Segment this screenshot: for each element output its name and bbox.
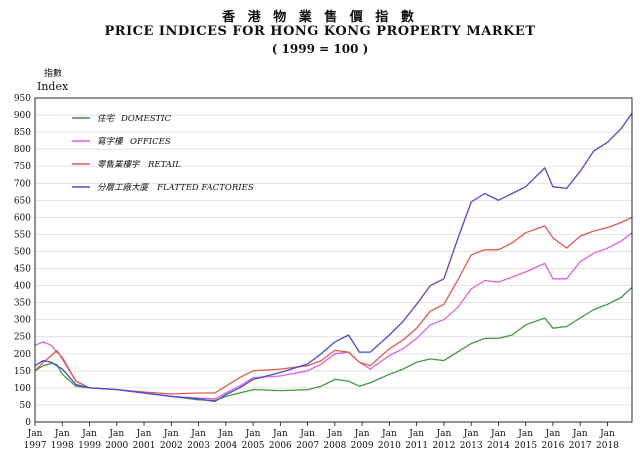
x-tick-label-year: 2011 — [405, 441, 428, 451]
x-tick-label-year: 2003 — [187, 441, 210, 451]
chart-title: PRICE INDICES FOR HONG KONG PROPERTY MAR… — [104, 24, 536, 39]
x-tick-label-year: 1998 — [51, 441, 74, 451]
y-tick-label: 950 — [14, 94, 31, 104]
y-tick-label: 200 — [14, 350, 31, 360]
x-tick-label-year: 2006 — [269, 441, 292, 451]
axes — [34, 97, 633, 423]
chart-subtitle: ( 1999 = 100 ) — [271, 42, 369, 56]
x-tick-label-month: Jan — [299, 429, 315, 439]
y-tick-label: 650 — [14, 196, 31, 206]
y-axis-label-chinese: 指數 — [44, 69, 63, 79]
x-tick-label-month: Jan — [217, 429, 233, 439]
y-tick-label: 50 — [20, 401, 32, 411]
legend-label-chinese: 住宅 — [97, 113, 116, 124]
legend-label: DOMESTIC — [120, 114, 172, 124]
y-axis-ticks: 0 50 100 150 200 250 300 350 400 450 500 550 600 650 7… — [14, 94, 31, 428]
y-tick-label: 550 — [14, 230, 31, 240]
x-tick-label-year: 2012 — [432, 441, 455, 451]
x-tick-label-year: 2007 — [296, 441, 319, 451]
y-tick-label: 300 — [14, 316, 31, 326]
x-tick-label-month: Jan — [463, 429, 479, 439]
x-tick-label-month: Jan — [545, 429, 561, 439]
x-tick-label-year: 2008 — [323, 441, 346, 451]
legend-label-chinese: 零售業樓宇 — [97, 159, 141, 170]
y-tick-label: 350 — [14, 299, 31, 309]
x-tick-label-month: Jan — [272, 429, 288, 439]
x-tick-label-year: 1999 — [78, 441, 101, 451]
x-tick-label-month: Jan — [190, 429, 206, 439]
x-tick-label-month: Jan — [572, 429, 588, 439]
x-tick-label-month: Jan — [108, 429, 124, 439]
x-tick-label-month: Jan — [599, 429, 615, 439]
x-tick-label-month: Jan — [326, 429, 342, 439]
x-tick-label-year: 2017 — [569, 441, 592, 451]
x-tick-label-month: Jan — [163, 429, 179, 439]
grid-lines — [35, 114, 632, 406]
x-tick-label-year: 2009 — [351, 441, 374, 451]
x-tick-label-month: Jan — [490, 429, 506, 439]
chart-title-chinese: 香 港 物 業 售 價 指 數 — [222, 10, 418, 25]
x-tick-label-year: 2005 — [242, 441, 265, 451]
y-tick-label: 250 — [14, 333, 31, 343]
x-tick-label-year: 2010 — [378, 441, 401, 451]
x-tick-label-month: Jan — [408, 429, 424, 439]
legend-label-chinese: 分層工廠大廈 — [97, 182, 150, 193]
series-lines — [34, 112, 633, 403]
series-line-offices — [34, 232, 633, 400]
x-tick-label-month: Jan — [245, 429, 261, 439]
y-tick-label: 800 — [14, 145, 31, 155]
x-tick-label-year: 2013 — [460, 441, 483, 451]
x-tick-label-year: 2015 — [514, 441, 537, 451]
x-tick-label-year: 2004 — [214, 441, 237, 451]
legend-label-chinese: 寫字樓 — [97, 136, 124, 147]
x-tick-label-month: Jan — [81, 429, 97, 439]
y-tick-label: 600 — [14, 213, 31, 223]
x-tick-label-month: Jan — [436, 429, 452, 439]
x-tick-label-month: Jan — [354, 429, 370, 439]
y-tick-label: 400 — [14, 282, 31, 292]
x-tick-label-year: 2002 — [160, 441, 183, 451]
x-tick-label-year: 2001 — [133, 441, 156, 451]
x-tick-label-month: Jan — [54, 429, 70, 439]
y-tick-label: 100 — [14, 384, 31, 394]
y-tick-label: 450 — [14, 265, 31, 275]
y-tick-label: 0 — [25, 418, 31, 428]
x-tick-label-month: Jan — [27, 429, 43, 439]
x-axis-ticks: Jan 1997 Jan 1998 Jan 1999 Jan 2000 Jan 2001 Jan 20… — [24, 422, 619, 451]
x-tick-label-month: Jan — [136, 429, 152, 439]
x-tick-label-month: Jan — [381, 429, 397, 439]
y-tick-label: 150 — [14, 367, 31, 377]
legend-label: FLATTED FACTORIES — [156, 183, 254, 193]
x-tick-label-year: 2016 — [541, 441, 564, 451]
y-tick-label: 700 — [14, 179, 31, 189]
y-tick-label: 500 — [14, 247, 31, 257]
y-axis-label: Index — [37, 80, 69, 93]
x-tick-label-month: Jan — [517, 429, 533, 439]
series-line-retail — [34, 216, 633, 395]
legend-label: RETAIL — [147, 160, 181, 170]
legend: 住宅 DOMESTIC 寫字樓 OFFICES 零售業樓宇 RETAIL 分層工廠大廈 FLA… — [72, 113, 254, 193]
x-tick-label-year: 1997 — [24, 441, 47, 451]
x-tick-label-year: 2014 — [487, 441, 510, 451]
y-tick-label: 900 — [14, 111, 31, 121]
y-tick-label: 850 — [14, 128, 31, 138]
y-tick-label: 750 — [14, 162, 31, 172]
legend-label: OFFICES — [130, 137, 171, 147]
x-tick-label-year: 2018 — [596, 441, 619, 451]
x-tick-label-year: 2000 — [105, 441, 128, 451]
series-line-flatted-factories — [34, 112, 633, 403]
plot-frame — [34, 97, 633, 423]
